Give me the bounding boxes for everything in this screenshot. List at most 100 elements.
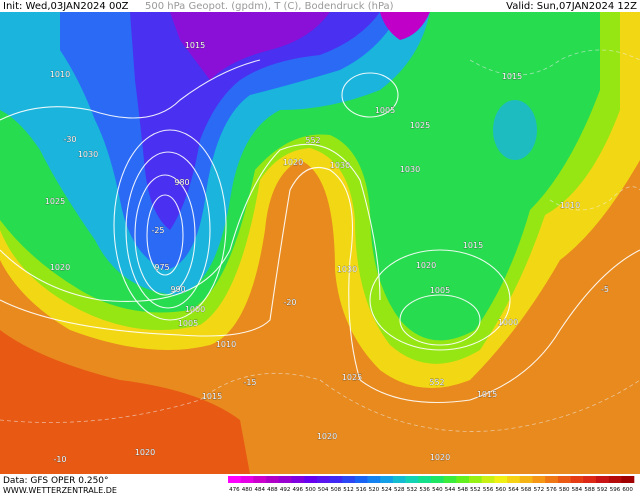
colorbar-label: 512 — [343, 487, 354, 493]
map-labels: 1015 1010 1030 1025 1020 980 975 990 1000 1005 101… — [45, 41, 610, 464]
map-label: 1010 — [216, 340, 236, 349]
colorbar-swatch — [481, 476, 495, 483]
colorbar-label: 532 — [407, 487, 418, 493]
map-field — [0, 12, 640, 474]
map-label: 1005 — [375, 106, 395, 115]
colorbar-swatch — [304, 476, 318, 483]
colorbar-label: 576 — [546, 487, 557, 493]
map-label: -25 — [151, 226, 164, 235]
colorbar-swatch — [291, 476, 305, 483]
colorbar-label: 524 — [381, 487, 392, 493]
map-label: 980 — [174, 178, 189, 187]
colorbar-swatch — [342, 476, 356, 483]
colorbar-label: 544 — [445, 487, 456, 493]
colorbar-swatch — [418, 476, 432, 483]
colorbar: 476 480 484 488 492 496 500 504 508 512 516 520 524 5… — [228, 476, 635, 493]
website: WWW.WETTERZENTRALE.DE — [3, 486, 117, 495]
colorbar-swatch — [405, 476, 419, 483]
colorbar-swatch — [519, 476, 533, 483]
map-label: 552 — [429, 378, 444, 387]
colorbar-swatch — [456, 476, 470, 483]
colorbar-swatch — [494, 476, 508, 483]
colorbar-label: 492 — [280, 487, 291, 493]
map-label: 1005 — [178, 319, 198, 328]
header-bar — [0, 0, 640, 12]
colorbar-swatch — [316, 476, 330, 483]
colorbar-label: 540 — [432, 487, 443, 493]
colorbar-swatch — [266, 476, 280, 483]
colorbar-label: 556 — [483, 487, 494, 493]
colorbar-label: 488 — [267, 487, 278, 493]
data-source: Data: GFS OPER 0.250° — [3, 476, 109, 486]
map-label: 1030 — [337, 265, 357, 274]
colorbar-label: 528 — [394, 487, 405, 493]
map-label: 1025 — [342, 373, 362, 382]
map-label: 975 — [154, 263, 169, 272]
map-label: 1015 — [463, 241, 483, 250]
colorbar-swatch — [228, 476, 241, 483]
colorbar-label: 588 — [584, 487, 595, 493]
map-label: 1030 — [330, 161, 350, 170]
map-label: -15 — [243, 378, 256, 387]
map-label: -30 — [63, 135, 76, 144]
map-label: 1025 — [410, 121, 430, 130]
map-label: 1020 — [430, 453, 450, 462]
isobars — [0, 49, 640, 432]
colorbar-swatch — [583, 476, 597, 483]
colorbar-swatch — [443, 476, 457, 483]
map-label: 1015 — [477, 390, 497, 399]
map-label: 1020 — [50, 263, 70, 272]
map-label: 1025 — [45, 197, 65, 206]
map-label: 1010 — [50, 70, 70, 79]
map-label: 1015 — [502, 72, 522, 81]
colorbar-label: 536 — [419, 487, 430, 493]
colorbar-swatch — [507, 476, 521, 483]
colorbar-swatch — [367, 476, 381, 483]
colorbar-label: 504 — [318, 487, 329, 493]
colorbar-swatch — [380, 476, 394, 483]
colorbar-label: 520 — [369, 487, 380, 493]
colorbar-swatch — [392, 476, 406, 483]
colorbar-swatch — [469, 476, 483, 483]
colorbar-label: 560 — [496, 487, 507, 493]
colorbar-swatch — [431, 476, 444, 483]
colorbar-label: 480 — [242, 487, 253, 493]
colorbar-label: 508 — [331, 487, 342, 493]
colorbar-swatch — [557, 476, 571, 483]
colorbar-label: 500 — [305, 487, 316, 493]
map-label: 1020 — [283, 158, 303, 167]
map-label: 1015 — [185, 41, 205, 50]
colorbar-label: 596 — [610, 487, 621, 493]
map-label: 1000 — [185, 305, 205, 314]
colorbar-label: 564 — [508, 487, 519, 493]
colorbar-label: 548 — [457, 487, 468, 493]
map-label: 990 — [170, 285, 185, 294]
map-label: 1010 — [560, 201, 580, 210]
map-label: 1030 — [78, 150, 98, 159]
map-label: 1000 — [498, 318, 518, 327]
colorbar-label: 516 — [356, 487, 367, 493]
map-label: 552 — [305, 136, 320, 145]
colorbar-swatch — [354, 476, 368, 483]
colorbar-label: 572 — [534, 487, 545, 493]
map-label: 1020 — [135, 448, 155, 457]
colorbar-swatch — [621, 476, 635, 483]
map-label: -5 — [601, 285, 609, 294]
colorbar-label: 580 — [559, 487, 570, 493]
colorbar-swatch — [329, 476, 343, 483]
map-title: 500 hPa Geopot. (gpdm), T (C), Bodendruc… — [145, 1, 394, 12]
map-label: 1030 — [400, 165, 420, 174]
map-label: 1015 — [202, 392, 222, 401]
map-label: -20 — [283, 298, 296, 307]
colorbar-label: 592 — [597, 487, 608, 493]
colorbar-swatch — [253, 476, 267, 483]
colorbar-swatch — [608, 476, 622, 483]
map-label: 1020 — [317, 432, 337, 441]
map-label: 1005 — [430, 286, 450, 295]
colorbar-label: 484 — [254, 487, 265, 493]
colorbar-label: 584 — [572, 487, 583, 493]
colorbar-swatch — [532, 476, 546, 483]
colorbar-label: 552 — [470, 487, 481, 493]
colorbar-label: 496 — [293, 487, 304, 493]
